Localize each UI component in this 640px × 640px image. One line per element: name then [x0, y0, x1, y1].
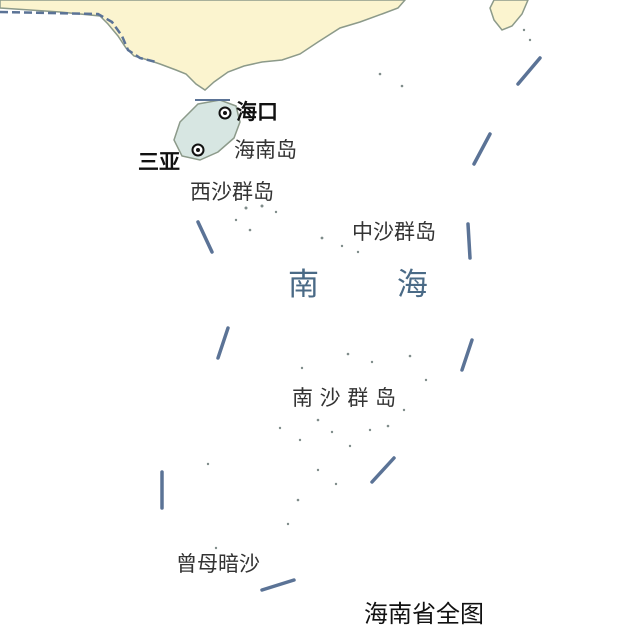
sanya-marker: [191, 143, 205, 157]
haikou-marker: [218, 106, 232, 120]
mainland-china: [0, 0, 406, 91]
mainland-border: [0, 10, 157, 64]
dash-3: [466, 222, 472, 260]
island-label-xisha: 西沙群岛: [190, 180, 274, 204]
dash-9: [196, 220, 214, 254]
dash-1: [516, 56, 542, 86]
islet-dots: [206, 28, 532, 550]
dash-8: [216, 326, 230, 360]
map-title: 海南省全图: [364, 600, 484, 628]
dash-4: [460, 338, 474, 372]
taiwan-island: [489, 0, 529, 31]
dash-2: [472, 132, 492, 166]
island-label-zengmu: 曾母暗沙: [176, 552, 260, 576]
dash-6: [260, 578, 296, 592]
dash-5: [370, 456, 396, 484]
island-label-hainan: 海南岛: [234, 138, 297, 162]
city-label-sanya: 三亚: [138, 150, 180, 174]
sea-label: 南 海: [288, 267, 462, 303]
maritime-boundary-dashes: [160, 56, 542, 592]
island-label-zhongsha: 中沙群岛: [352, 220, 436, 244]
city-label-haikou: 海口: [236, 100, 278, 124]
island-label-nansha: 南 沙 群 岛: [292, 386, 397, 410]
